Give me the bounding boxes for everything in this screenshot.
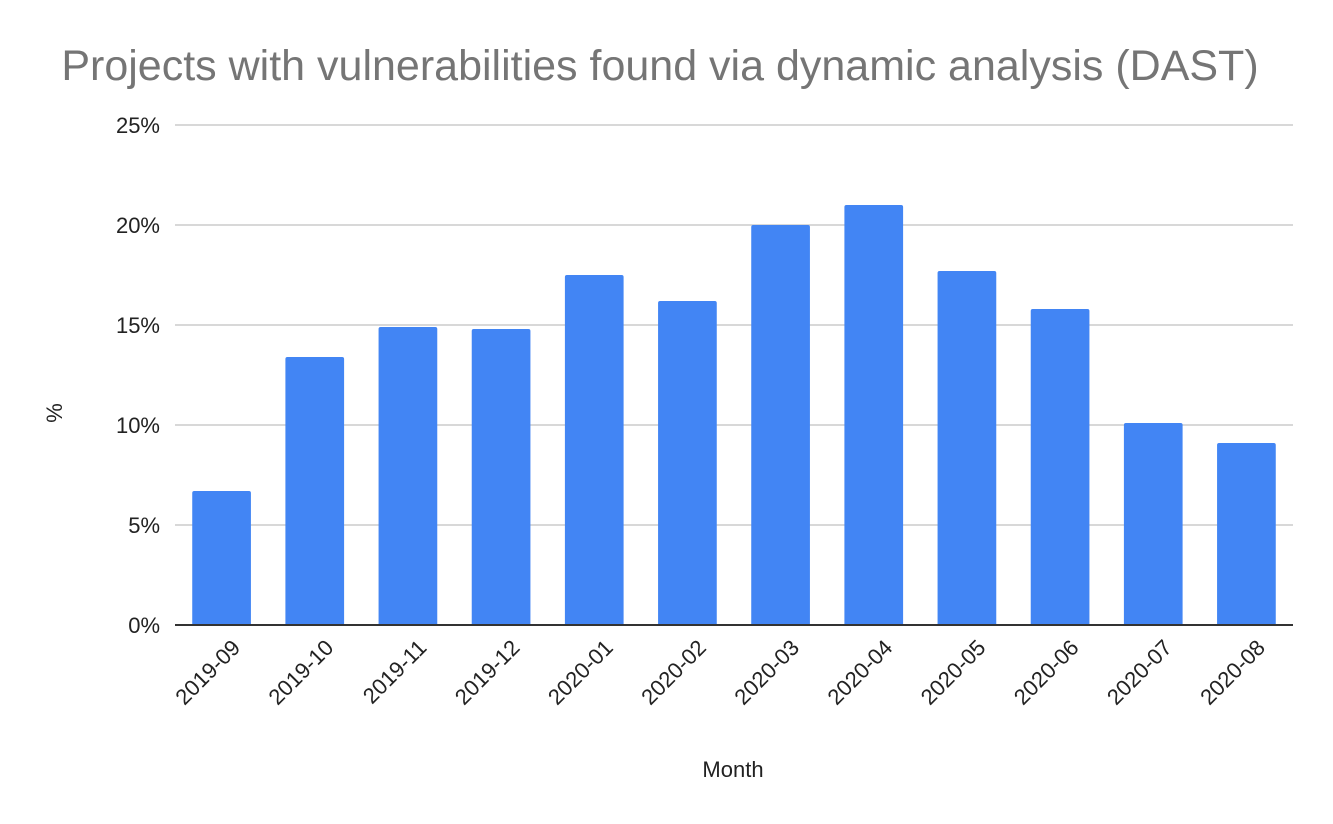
y-tick-label: 20% [116,213,160,238]
x-axis-label: Month [702,757,763,782]
y-axis-ticks: 0% 5% 10% 15% 20% 25% [116,113,160,638]
x-tick-label: 2020-04 [823,635,898,710]
bar-2020-04 [844,205,904,625]
chart-title: Projects with vulnerabilities found via … [61,42,1258,90]
bars [192,205,1276,625]
bar-2019-11 [378,327,438,625]
bar-2019-12 [471,329,531,625]
x-axis-ticks: 2019-09 2019-10 2019-11 2019-12 2020-01 2020-… [170,635,1270,710]
gridlines [175,124,1293,526]
bar-2020-07 [1123,423,1183,625]
x-tick-label: 2020-03 [729,635,804,710]
bar-2020-05 [937,271,997,625]
x-tick-label: 2020-07 [1102,635,1177,710]
bar-2019-10 [285,357,345,625]
y-axis-label: % [42,403,67,423]
bar-2020-03 [751,225,810,625]
x-tick-label: 2019-12 [450,635,525,710]
bar-2020-01 [564,275,624,625]
y-tick-label: 0% [128,613,160,638]
x-tick-label: 2020-01 [543,635,618,710]
x-tick-label: 2020-05 [916,635,991,710]
y-tick-label: 25% [116,113,160,138]
x-tick-label: 2019-11 [358,635,432,709]
bar-2019-09 [192,491,251,625]
y-tick-label: 10% [116,413,160,438]
bar-2020-02 [658,301,717,625]
x-tick-label: 2020-02 [636,635,711,710]
y-tick-label: 5% [128,513,160,538]
bar-2020-06 [1030,309,1090,625]
y-tick-label: 15% [116,313,160,338]
x-tick-label: 2019-09 [170,635,245,710]
x-tick-label: 2019-10 [264,635,339,710]
x-tick-label: 2020-08 [1195,635,1270,710]
x-tick-label: 2020-06 [1009,635,1084,710]
bar-2020-08 [1217,443,1276,625]
